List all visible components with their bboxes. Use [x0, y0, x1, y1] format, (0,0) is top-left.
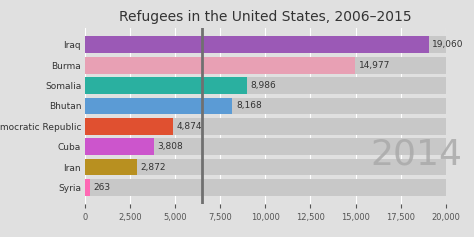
Bar [85, 98, 232, 114]
Text: 14,977: 14,977 [359, 61, 390, 70]
Bar [85, 77, 247, 94]
Bar [85, 179, 90, 196]
Text: 3,808: 3,808 [157, 142, 183, 151]
Text: 2014: 2014 [371, 138, 463, 172]
Bar [85, 138, 154, 155]
Bar [85, 159, 137, 175]
Bar [85, 77, 446, 94]
Text: 2,872: 2,872 [141, 163, 166, 172]
Text: 263: 263 [94, 183, 111, 192]
Text: 19,060: 19,060 [432, 40, 464, 49]
Text: 4,874: 4,874 [177, 122, 202, 131]
Bar [85, 36, 428, 53]
Bar [85, 159, 446, 175]
Bar [85, 57, 355, 73]
Bar [85, 179, 446, 196]
Bar [85, 36, 446, 53]
Bar [85, 138, 446, 155]
Bar [85, 118, 173, 135]
Text: 8,168: 8,168 [236, 101, 262, 110]
Bar [85, 118, 446, 135]
Bar [85, 98, 446, 114]
Title: Refugees in the United States, 2006–2015: Refugees in the United States, 2006–2015 [119, 10, 412, 24]
Text: 8,986: 8,986 [251, 81, 276, 90]
Bar [85, 57, 446, 73]
